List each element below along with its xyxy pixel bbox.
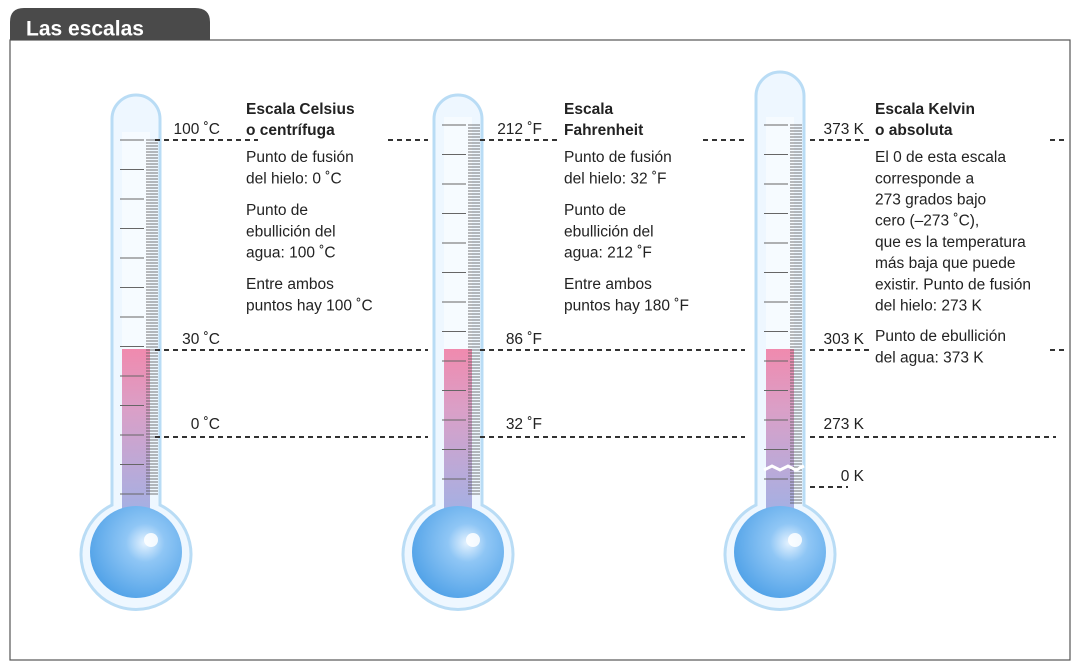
description-line: del hielo: 0 ˚C xyxy=(246,170,342,187)
scale-title: o absoluta xyxy=(875,122,953,139)
description-line: El 0 de esta escala xyxy=(875,149,1006,166)
scale-label: 86 ˚F xyxy=(506,331,542,348)
description-line: Punto de fusión xyxy=(246,149,354,166)
scale-label: 273 K xyxy=(823,416,864,433)
scale-title: Escala Celsius xyxy=(246,101,355,118)
description-line: puntos hay 100 ˚C xyxy=(246,297,373,314)
description-line: agua: 212 ˚F xyxy=(564,244,652,261)
thermometer-column xyxy=(766,349,794,529)
description-line: cero (–273 ˚C), xyxy=(875,213,979,230)
scale-label: 373 K xyxy=(823,121,864,138)
description-line: del agua: 373 K xyxy=(875,349,984,366)
description-line: Entre ambos xyxy=(564,276,652,293)
scale-title: o centrífuga xyxy=(246,122,335,139)
bulb-highlight xyxy=(144,533,158,547)
scale-title: Escala xyxy=(564,101,614,118)
description-line: ebullición del xyxy=(246,223,336,240)
description-line: agua: 100 ˚C xyxy=(246,244,336,261)
thermometer-bulb xyxy=(90,506,182,598)
description-line: corresponde a xyxy=(875,170,974,187)
thermometer-bulb xyxy=(734,506,826,598)
thermometer-column xyxy=(122,349,150,529)
description-line: ebullición del xyxy=(564,223,654,240)
scale-label: 303 K xyxy=(823,331,864,348)
description-line: Punto de xyxy=(246,202,308,219)
scale-label: 0 K xyxy=(841,468,865,485)
description-line: existir. Punto de fusión xyxy=(875,276,1031,293)
bulb-highlight xyxy=(788,533,802,547)
header-title: Las escalas xyxy=(26,18,144,41)
description-line: Punto de fusión xyxy=(564,149,672,166)
thermometer-bulb xyxy=(412,506,504,598)
description-line: del hielo: 32 ˚F xyxy=(564,170,667,187)
scale-title: Fahrenheit xyxy=(564,122,643,139)
scale-label: 100 ˚C xyxy=(173,121,220,138)
bulb-highlight xyxy=(466,533,480,547)
description-line: que es la temperatura xyxy=(875,234,1026,251)
description-line: Entre ambos xyxy=(246,276,334,293)
header-tab xyxy=(10,8,210,55)
scale-label: 32 ˚F xyxy=(506,416,542,433)
scale-label: 0 ˚C xyxy=(191,416,220,433)
scale-title: Escala Kelvin xyxy=(875,101,975,118)
description-line: 273 grados bajo xyxy=(875,191,986,208)
description-line: más baja que puede xyxy=(875,255,1015,272)
description-line: puntos hay 180 ˚F xyxy=(564,297,689,314)
thermometer-column xyxy=(444,349,472,529)
scale-label: 212 ˚F xyxy=(497,121,542,138)
scale-break xyxy=(763,464,805,472)
description-line: del hielo: 273 K xyxy=(875,297,983,314)
description-line: Punto de ebullición xyxy=(875,328,1006,345)
scale-label: 30 ˚C xyxy=(182,331,220,348)
description-line: Punto de xyxy=(564,202,626,219)
